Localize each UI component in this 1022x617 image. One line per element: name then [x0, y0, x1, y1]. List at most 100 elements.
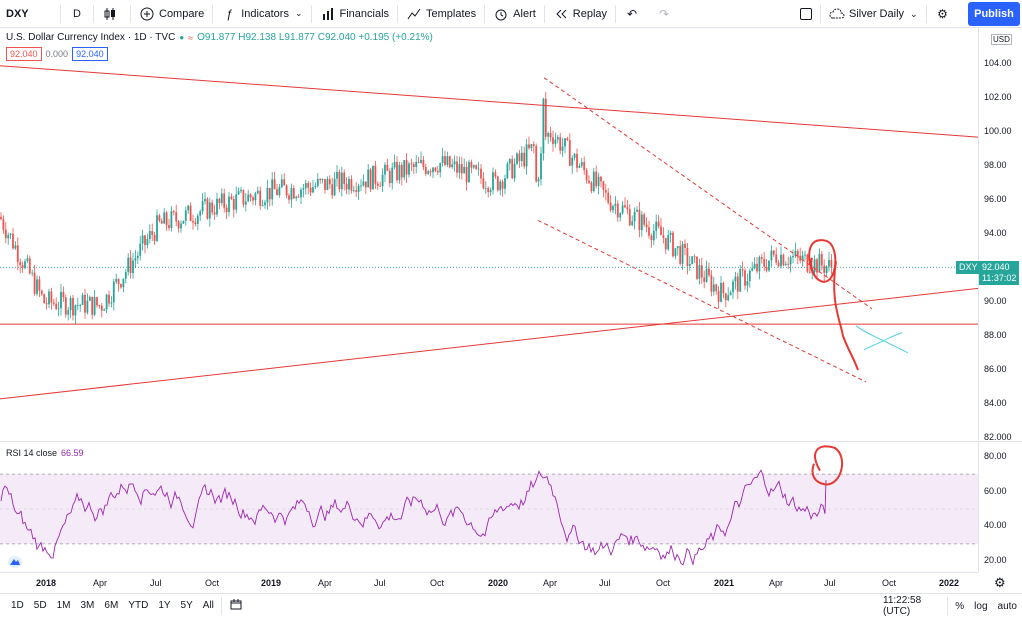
financials-button[interactable]: Financials: [314, 0, 396, 28]
candle-body: [276, 189, 278, 196]
rsi-pane[interactable]: RSI 14 close 66.59: [0, 441, 978, 572]
price-tick: 94.00: [984, 228, 1007, 238]
time-tick: Jul: [824, 578, 836, 588]
range-buttons: 1D 5D 1M 3M 6M YTD 1Y 5Y All: [0, 600, 219, 611]
compare-button[interactable]: Compare: [133, 0, 210, 28]
candle-body: [427, 171, 430, 174]
candle-body: [386, 164, 389, 171]
layout-button[interactable]: Silver Daily ⌄: [823, 0, 924, 28]
candle-body: [588, 180, 590, 183]
candle-body: [578, 165, 581, 168]
candle-body: [808, 271, 811, 273]
price-tick: 88.00: [984, 330, 1007, 340]
candle-body: [170, 211, 173, 229]
axis-settings-button[interactable]: ⚙: [994, 575, 1006, 591]
candle-body: [292, 188, 295, 199]
auto-toggle[interactable]: auto: [997, 600, 1017, 612]
goto-date-button[interactable]: [224, 598, 248, 613]
templates-button[interactable]: Templates: [400, 0, 482, 28]
candle-body: [31, 272, 34, 274]
candle-body: [633, 211, 636, 222]
candle-body: [21, 265, 24, 269]
candle-body: [290, 188, 293, 200]
candle-body: [112, 281, 115, 303]
chart-style-button[interactable]: [96, 0, 128, 28]
candle-body: [532, 144, 535, 147]
candle-body: [208, 202, 211, 219]
price-tick: 82.000: [984, 432, 1012, 442]
candle-body: [254, 193, 257, 201]
candle-body: [453, 161, 456, 165]
candle-body: [616, 203, 619, 218]
candle-body: [201, 201, 204, 212]
financials-icon: [320, 6, 336, 22]
candle-body: [626, 207, 629, 210]
undo-button[interactable]: ↶: [618, 0, 650, 28]
templates-icon: [406, 6, 422, 22]
candle-body: [52, 302, 55, 304]
indicators-button[interactable]: ƒ Indicators ⌄: [215, 0, 308, 28]
range-button[interactable]: YTD: [128, 600, 149, 611]
candle-body: [475, 165, 478, 169]
redo-button[interactable]: ↷: [650, 0, 682, 28]
main-chart-pane[interactable]: U.S. Dollar Currency Index · 1D · TVC ● …: [0, 28, 978, 440]
candle-body: [410, 163, 413, 165]
candle-body: [520, 152, 523, 162]
time-axis[interactable]: 2018 Apr Jul Oct 2019 Apr Jul Oct 2020 Apr Jul Oct 2…: [0, 572, 978, 592]
percent-toggle[interactable]: %: [955, 600, 965, 612]
candle-body: [480, 168, 482, 179]
tradingview-logo-icon[interactable]: [8, 556, 22, 568]
range-button[interactable]: 3M: [80, 600, 95, 611]
range-button[interactable]: 5D: [33, 600, 47, 611]
candle-body: [177, 221, 180, 229]
fullscreen-toggle[interactable]: [794, 0, 818, 28]
candle-body: [607, 192, 610, 203]
sell-button[interactable]: 92.040: [6, 47, 42, 61]
candle-body: [496, 176, 499, 191]
candle-body: [415, 161, 418, 168]
range-button[interactable]: 1M: [56, 600, 71, 611]
price-tick: 84.00: [984, 398, 1007, 408]
symbol-search[interactable]: DXY: [0, 0, 58, 28]
compare-label: Compare: [159, 7, 205, 20]
candle-body: [487, 188, 490, 193]
rsi-axis[interactable]: 80.00 60.00 40.00 20.00: [978, 441, 1022, 572]
square-icon: [800, 8, 812, 20]
interval-label: D: [73, 7, 81, 20]
cloud-icon: [829, 6, 845, 22]
range-button[interactable]: 5Y: [180, 600, 193, 611]
replay-button[interactable]: Replay: [547, 0, 613, 28]
candle-body: [252, 197, 254, 201]
settings-button[interactable]: ⚙: [929, 0, 961, 28]
financials-label: Financials: [339, 7, 390, 20]
log-toggle[interactable]: log: [974, 600, 988, 612]
candle-body: [388, 170, 391, 184]
candle-body: [223, 193, 226, 208]
range-button[interactable]: 6M: [104, 600, 119, 611]
candle-body: [338, 171, 341, 190]
candle-body: [64, 297, 67, 315]
candle-body: [2, 219, 5, 230]
clock-label[interactable]: 11:22:58 (UTC): [883, 595, 922, 617]
price-axis[interactable]: 104.00102.00100.0098.0096.0094.0092.0090…: [978, 28, 1022, 442]
candle-body: [352, 190, 355, 192]
last-price-value: 92.040: [982, 262, 1010, 273]
divider: [615, 4, 617, 23]
candle-body: [482, 178, 485, 189]
publish-button[interactable]: Publish: [968, 2, 1020, 26]
candle-body: [48, 291, 50, 305]
interval-button[interactable]: D: [63, 0, 91, 28]
alert-button[interactable]: Alert: [487, 0, 542, 28]
buy-button[interactable]: 92.040: [72, 47, 108, 61]
candle-body: [192, 221, 194, 223]
time-tick: 2020: [488, 578, 509, 588]
candle-body: [681, 243, 684, 264]
range-button[interactable]: 1Y: [158, 600, 171, 611]
candle-body: [151, 231, 154, 235]
range-button[interactable]: All: [202, 600, 214, 611]
range-button[interactable]: 1D: [11, 600, 24, 611]
candle-body: [79, 304, 82, 306]
candle-body: [343, 172, 346, 184]
candle-body: [374, 165, 377, 184]
candle-body: [184, 210, 187, 221]
